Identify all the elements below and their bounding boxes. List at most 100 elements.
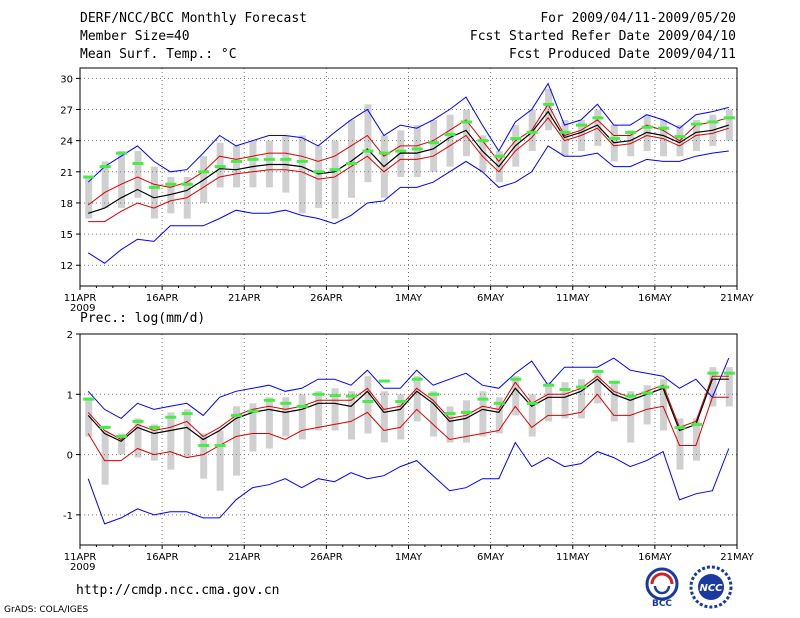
temp-spread-box [134, 151, 142, 198]
temp-spread-box [594, 109, 602, 146]
temp-ytick-label: 18 [60, 199, 73, 210]
prec-spread-box [430, 391, 438, 437]
temp-spread-box [364, 104, 372, 183]
temp-spread-box [561, 119, 569, 157]
temp-series-mean [88, 110, 729, 214]
prec-xtick-label: 26APR [310, 552, 343, 563]
prec-spread-box [479, 391, 487, 437]
prec-spread-box [660, 379, 668, 431]
precip-title: Prec.: log(mm/d) [80, 311, 206, 326]
temp-spread-box [348, 119, 356, 198]
ncc-logo-ring [689, 565, 733, 609]
temp-spread-box [118, 151, 126, 209]
prec-spread-box [348, 391, 356, 440]
prec-spread-box [594, 370, 602, 404]
prec-spread-box [298, 394, 306, 440]
bcc-logo-text: BCC [652, 599, 672, 608]
prec-spread-box [85, 397, 93, 437]
temp-spread-box [150, 166, 158, 219]
prec-xtick-label: 11APR [64, 552, 97, 563]
prec-spread-box [528, 394, 536, 437]
prec-spread-box [282, 397, 290, 437]
bcc-logo: BCC [645, 567, 679, 608]
prec-spread-box [627, 391, 635, 443]
temp-spread-box [479, 135, 487, 172]
temp-year-label: 2009 [70, 303, 95, 314]
prec-spread-box [380, 391, 388, 443]
prec-ytick-label: 1 [67, 390, 73, 401]
prec-ytick-label: 2 [67, 330, 73, 341]
temp-panel: 12 15 18 21 24 27 30 11APR 16APR 21APR 26APR 1MAY 6M… [60, 67, 755, 314]
prec-spread-box [692, 418, 700, 461]
temp-spread-box [725, 109, 733, 141]
temp-xtick-label: 26APR [310, 293, 343, 304]
prec-spread-box [495, 397, 503, 434]
prec-spread-box [512, 376, 520, 416]
prec-spread-box [725, 367, 733, 407]
temp-spread-box [331, 140, 339, 219]
temp-xtick-label: 11MAY [556, 293, 590, 304]
temp-ytick-label: 27 [60, 106, 73, 117]
prec-xtick-label: 11MAY [556, 552, 590, 563]
member-size: Member Size=40 [80, 29, 190, 44]
temp-spread-box [430, 119, 438, 172]
temp-spread-box [167, 177, 175, 214]
temp-xtick-label: 11APR [64, 293, 97, 304]
temp-spread-box [446, 114, 454, 167]
ncc-logo: NCC [689, 565, 733, 609]
temp-spread-box [660, 119, 668, 157]
prec-spread-box [200, 433, 208, 479]
prec-spread-box [331, 388, 339, 431]
temp-spread-box [101, 161, 109, 209]
temp-spread-box [610, 125, 618, 162]
bcc-logo-ring [645, 567, 679, 601]
footer-url[interactable]: http://cmdp.ncc.cma.gov.cn [76, 583, 280, 598]
temp-ytick-label: 24 [60, 137, 73, 148]
prec-xtick-label: 16APR [146, 552, 179, 563]
temp-spread-box [298, 135, 306, 214]
prec-spread-box [167, 412, 175, 470]
temp-xtick-label: 6MAY [477, 293, 505, 304]
temp-xtick-label: 21MAY [720, 293, 754, 304]
temp-ytick-label: 21 [60, 168, 73, 179]
temp-spread-box [413, 125, 421, 177]
prec-spread-box [101, 430, 109, 485]
temp-spread-box [216, 142, 224, 188]
prec-spread-box [265, 397, 273, 449]
forecast-started: Fcst Started Refer Date 2009/04/10 [469, 29, 736, 44]
bcc-logo-swirl-2 [653, 585, 671, 595]
forecast-produced: Fcst Produced Date 2009/04/11 [509, 47, 736, 62]
prec-spread-box [545, 382, 553, 422]
prec-series-min [87, 441, 730, 525]
ncc-logo-core [698, 574, 724, 600]
prec-series-mean [87, 378, 729, 443]
temp-spread-box [85, 177, 93, 219]
temp-ytick-label: 12 [60, 261, 73, 272]
prec-series-max [87, 357, 730, 420]
prec-spread-box [610, 382, 618, 422]
prec-spread-box [150, 424, 158, 461]
prec-year-label: 2009 [70, 562, 95, 573]
prec-spread-box [118, 433, 126, 455]
temp-series-min [87, 145, 729, 264]
prec-spread-box [183, 409, 191, 458]
prec-frame [79, 333, 738, 546]
prec-spread-box [561, 382, 569, 419]
temp-xtick-label: 16MAY [638, 293, 672, 304]
prec-ytick-label: -1 [63, 511, 73, 522]
prec-ytick-label: 0 [67, 451, 73, 462]
temp-ytick-label: 30 [60, 74, 73, 85]
temp-series-max [87, 82, 729, 183]
prec-spread-box [676, 418, 684, 470]
prec-spread-box [397, 394, 405, 440]
temp-ytick-label: 15 [60, 230, 73, 241]
prec-series-upper [87, 375, 729, 441]
temp-xtick-label: 1MAY [395, 293, 423, 304]
forecast-period: For 2009/04/11-2009/05/20 [540, 11, 736, 26]
prec-spread-box [709, 367, 717, 407]
temp-series-lower [88, 116, 729, 223]
prec-spread-box [233, 406, 241, 476]
prec-spread-box [364, 376, 372, 434]
prec-spread-box [216, 430, 224, 491]
